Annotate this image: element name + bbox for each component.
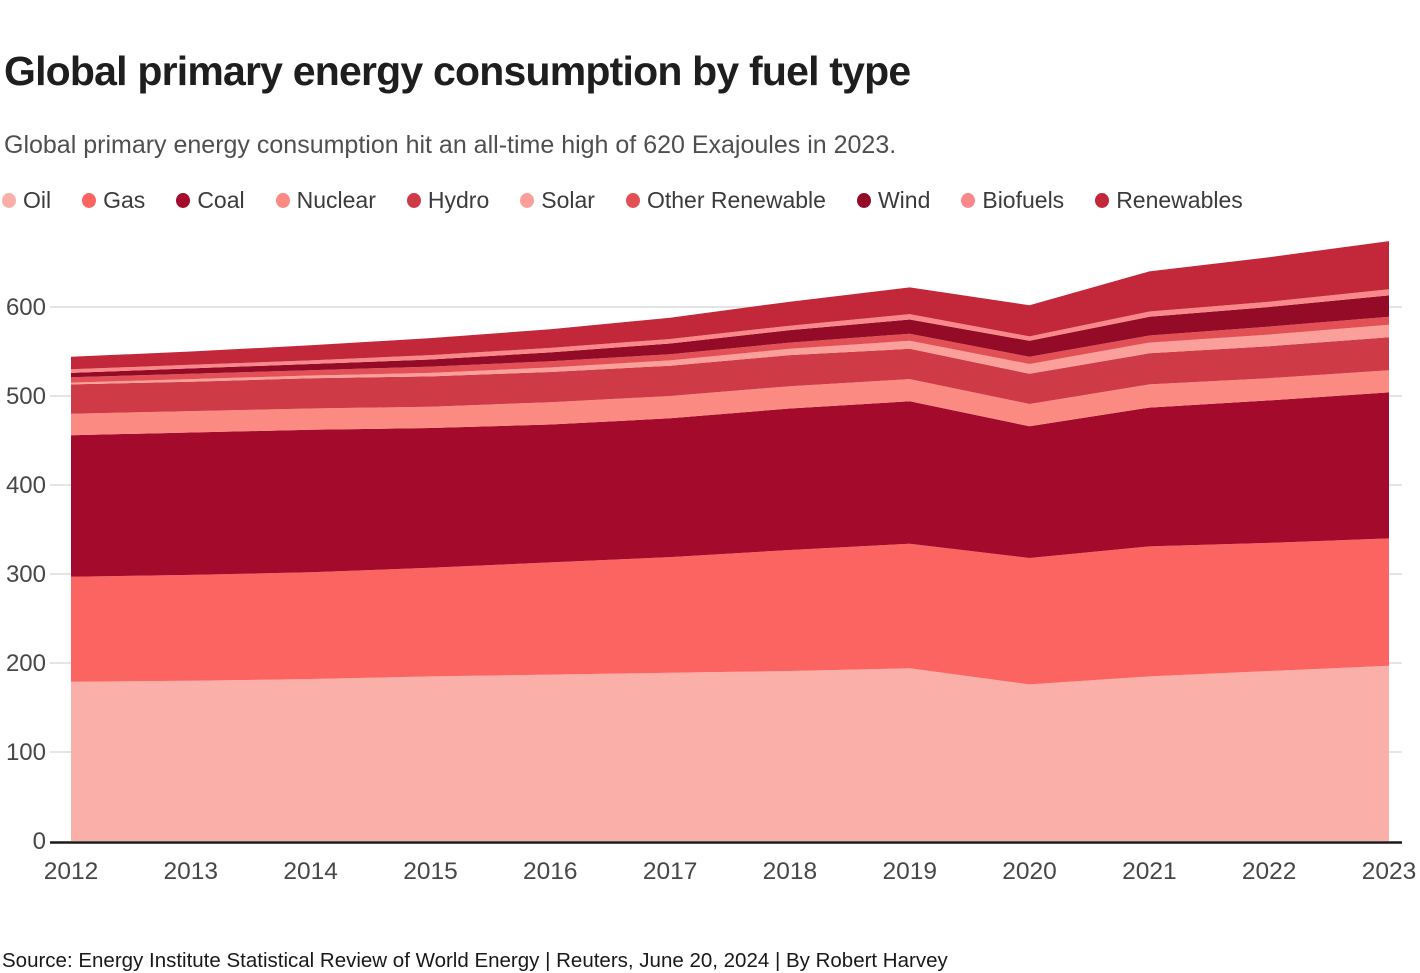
area-oil	[71, 665, 1389, 841]
legend-label: Renewables	[1116, 187, 1243, 213]
legend-swatch-icon	[1095, 193, 1110, 208]
legend-swatch-icon	[176, 193, 191, 208]
legend-item-oil: Oil	[2, 187, 51, 214]
chart-legend: Oil Gas Coal Nuclear Hydro Solar Other Renewab…	[2, 187, 1418, 214]
x-tick-label-2018: 2018	[763, 858, 818, 885]
y-tick-label-300: 300	[6, 561, 46, 588]
area-coal	[71, 392, 1389, 577]
legend-swatch-icon	[82, 193, 97, 208]
x-tick-label-2012: 2012	[44, 858, 99, 885]
y-tick-label-200: 200	[6, 650, 46, 677]
legend-label: Solar	[541, 187, 595, 213]
area-biofuels	[71, 289, 1389, 373]
legend-swatch-icon	[2, 193, 16, 208]
x-tick-label-2013: 2013	[164, 858, 219, 885]
area-gas	[71, 538, 1389, 685]
legend-item-other-renewable: Other Renewable	[625, 187, 826, 214]
area-solar	[71, 324, 1389, 385]
x-tick-label-2023: 2023	[1362, 858, 1417, 885]
legend-swatch-icon	[275, 193, 290, 208]
legend-label: Other Renewable	[646, 187, 826, 213]
y-tick-label-0: 0	[33, 828, 46, 855]
legend-swatch-icon	[406, 193, 421, 208]
legend-item-biofuels: Biofuels	[961, 187, 1064, 214]
legend-label: Gas	[103, 187, 146, 213]
x-tick-label-2022: 2022	[1242, 858, 1297, 885]
source-attribution: Source: Energy Institute Statistical Rev…	[2, 948, 948, 972]
area-nuclear	[71, 370, 1389, 436]
y-tick-label-500: 500	[6, 383, 46, 410]
y-tick-label-600: 600	[6, 294, 46, 321]
legend-label: Wind	[877, 187, 931, 213]
legend-item-hydro: Hydro	[406, 187, 490, 214]
legend-item-solar: Solar	[520, 187, 595, 214]
x-tick-label-2014: 2014	[283, 858, 338, 885]
stacked-area-chart: 0 100 200 300 400 500 600 2012 2013 2014 2015 2016 2…	[6, 241, 1417, 885]
area-hydro	[71, 337, 1389, 414]
legend-label: Hydro	[427, 187, 490, 213]
page-title: Global primary energy consumption by fue…	[4, 48, 911, 95]
x-tick-label-2015: 2015	[403, 858, 458, 885]
y-tick-label-100: 100	[6, 739, 46, 766]
legend-item-gas: Gas	[82, 187, 145, 214]
area-wind	[71, 295, 1389, 378]
legend-swatch-icon	[961, 193, 976, 208]
legend-item-nuclear: Nuclear	[275, 187, 376, 214]
legend-label: Coal	[197, 187, 245, 213]
legend-label: Nuclear	[296, 187, 376, 213]
legend-swatch-icon	[856, 193, 871, 208]
chart-subtitle: Global primary energy consumption hit an…	[4, 131, 897, 159]
y-tick-label-400: 400	[6, 472, 46, 499]
legend-label: Oil	[23, 187, 52, 213]
x-tick-label-2017: 2017	[643, 858, 698, 885]
legend-item-renewables: Renewables	[1095, 187, 1243, 214]
area-renewables	[71, 241, 1389, 370]
x-tick-label-2020: 2020	[1002, 858, 1057, 885]
legend-swatch-icon	[520, 193, 535, 208]
legend-item-coal: Coal	[176, 187, 245, 214]
legend-item-wind: Wind	[856, 187, 931, 214]
x-tick-label-2021: 2021	[1122, 858, 1177, 885]
x-tick-label-2019: 2019	[882, 858, 937, 885]
legend-label: Biofuels	[982, 187, 1065, 213]
legend-swatch-icon	[625, 193, 640, 208]
area-other-renewable	[71, 316, 1389, 383]
x-tick-label-2016: 2016	[523, 858, 578, 885]
